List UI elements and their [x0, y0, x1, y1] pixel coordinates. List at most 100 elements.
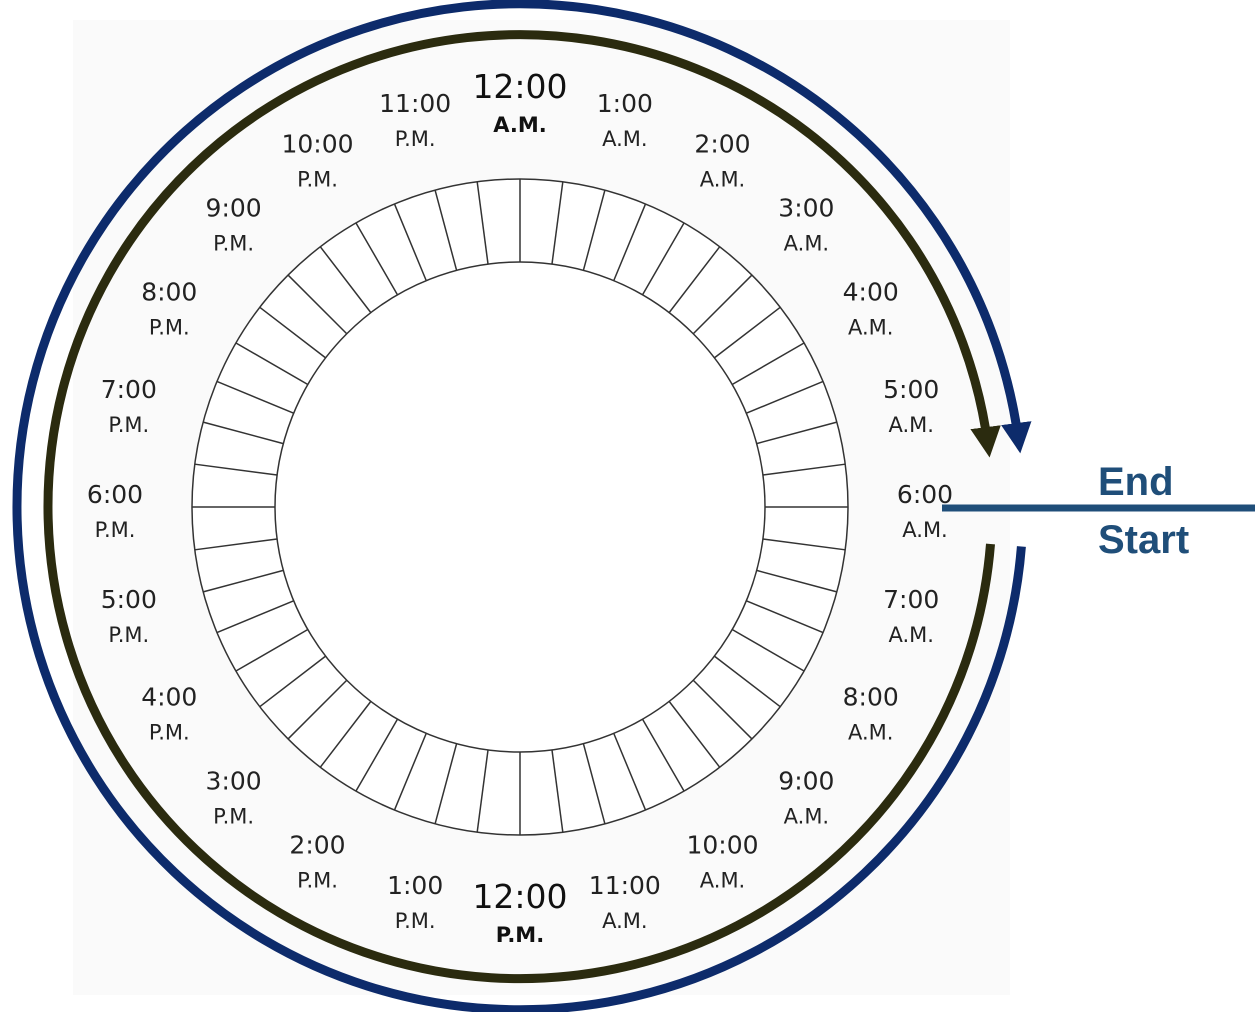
hour-period: P.M.	[297, 869, 338, 893]
ring-slot-divider	[319, 700, 372, 768]
hour-period: P.M.	[395, 909, 436, 933]
ring-slot-divider	[194, 538, 278, 551]
hour-labels: 12:00 A.M. 1:00 A.M. 2:00 A.M. 3:00 A.M. 4:00 A.M…	[87, 67, 953, 947]
ring-slot-divider	[731, 342, 805, 386]
hour-period: A.M.	[848, 316, 893, 340]
hour-label-19: 7:00 P.M.	[101, 375, 157, 437]
ring-slot-divider	[613, 203, 647, 281]
hour-period: P.M.	[108, 413, 149, 437]
hour-label-0: 12:00 A.M.	[472, 67, 567, 137]
ring-slot-divider	[476, 749, 489, 833]
ring-slot-divider	[668, 700, 721, 768]
ring-slot-divider	[582, 189, 606, 271]
ring-slot-divider	[216, 380, 294, 414]
hour-period: P.M.	[496, 923, 544, 947]
hour-period: A.M.	[493, 113, 547, 137]
ring-slot-divider	[731, 628, 805, 672]
ring-slot-divider	[551, 749, 564, 833]
hour-time: 10:00	[686, 831, 758, 860]
ring-slot-divider	[668, 246, 721, 314]
hour-label-17: 5:00 P.M.	[101, 585, 157, 647]
hour-time: 7:00	[101, 375, 157, 404]
hour-period: P.M.	[149, 316, 190, 340]
hour-period: P.M.	[108, 623, 149, 647]
hour-time: 5:00	[883, 375, 939, 404]
hour-label-13: 1:00 P.M.	[387, 871, 443, 933]
ring-slot-divider	[692, 679, 753, 740]
hour-label-3: 3:00 A.M.	[778, 194, 834, 256]
ring-slot-divider	[259, 306, 327, 359]
ring-slot-divider	[641, 718, 685, 792]
hour-label-23: 11:00 P.M.	[379, 89, 451, 151]
ring-slot-divider	[235, 342, 309, 386]
ring-slot-divider	[202, 569, 284, 593]
hour-period: A.M.	[700, 167, 745, 191]
hour-time: 12:00	[472, 877, 567, 916]
hour-time: 4:00	[141, 683, 197, 712]
hour-time: 6:00	[897, 480, 953, 509]
hour-time: 9:00	[206, 194, 262, 223]
hour-period: P.M.	[95, 518, 136, 542]
ring-slot-divider	[476, 181, 489, 265]
ring-slot-divider	[355, 718, 399, 792]
ring-slot-divider	[216, 600, 294, 634]
ring-slot-divider	[319, 246, 372, 314]
hour-label-15: 3:00 P.M.	[206, 766, 262, 828]
hour-time: 5:00	[101, 585, 157, 614]
ring-slot-divider	[746, 600, 824, 634]
ring-slot-divider	[762, 463, 846, 476]
hour-time: 8:00	[843, 683, 899, 712]
hour-label-14: 2:00 P.M.	[289, 831, 345, 893]
hour-time: 1:00	[387, 871, 443, 900]
hour-time: 4:00	[843, 278, 899, 307]
hour-time: 12:00	[472, 67, 567, 106]
hour-period: P.M.	[149, 721, 190, 745]
end-label: End	[1098, 460, 1174, 504]
ring-slot-divider	[287, 274, 348, 335]
ring-slot-divider	[235, 628, 309, 672]
hour-label-5: 5:00 A.M.	[883, 375, 939, 437]
ring-slot-divider	[393, 203, 427, 281]
start-label: Start	[1098, 518, 1189, 562]
ring-slot-divider	[202, 421, 284, 445]
hour-period: A.M.	[784, 804, 829, 828]
hour-label-1: 1:00 A.M.	[597, 89, 653, 151]
hour-time: 1:00	[597, 89, 653, 118]
inner-cycle-arrow	[43, 30, 1001, 984]
hour-period: A.M.	[848, 721, 893, 745]
ring-slot-divider	[287, 679, 348, 740]
ring-slot-divider	[756, 421, 838, 445]
hour-label-16: 4:00 P.M.	[141, 683, 197, 745]
ring-slot-divider	[434, 189, 458, 271]
hour-period: A.M.	[602, 127, 647, 151]
ring-slot-divider	[641, 222, 685, 296]
hour-time: 11:00	[589, 871, 661, 900]
hour-label-2: 2:00 A.M.	[694, 129, 750, 191]
hour-period: A.M.	[602, 909, 647, 933]
hour-label-12: 12:00 P.M.	[472, 877, 567, 947]
hour-period: A.M.	[888, 413, 933, 437]
hour-label-22: 10:00 P.M.	[281, 129, 353, 191]
hour-time: 7:00	[883, 585, 939, 614]
hour-label-6: 6:00 A.M.	[897, 480, 953, 542]
ring-slot-divider	[713, 306, 781, 359]
hour-period: P.M.	[213, 232, 254, 256]
hour-time: 6:00	[87, 480, 143, 509]
hour-label-7: 7:00 A.M.	[883, 585, 939, 647]
ring-slot-divider	[582, 743, 606, 825]
ring-slot-divider	[434, 743, 458, 825]
hour-period: A.M.	[700, 869, 745, 893]
ring-slot-divider	[746, 380, 824, 414]
hour-time: 11:00	[379, 89, 451, 118]
hour-label-9: 9:00 A.M.	[778, 766, 834, 828]
ring-slot-divider	[551, 181, 564, 265]
ring-slot-divider	[355, 222, 399, 296]
ring-slot-divider	[756, 569, 838, 593]
ring-slot-divider	[194, 463, 278, 476]
hour-time: 2:00	[694, 129, 750, 158]
ring-slot-divider	[762, 538, 846, 551]
hour-time: 10:00	[281, 129, 353, 158]
hour-period: A.M.	[784, 232, 829, 256]
hour-label-11: 11:00 A.M.	[589, 871, 661, 933]
hour-time: 3:00	[778, 194, 834, 223]
